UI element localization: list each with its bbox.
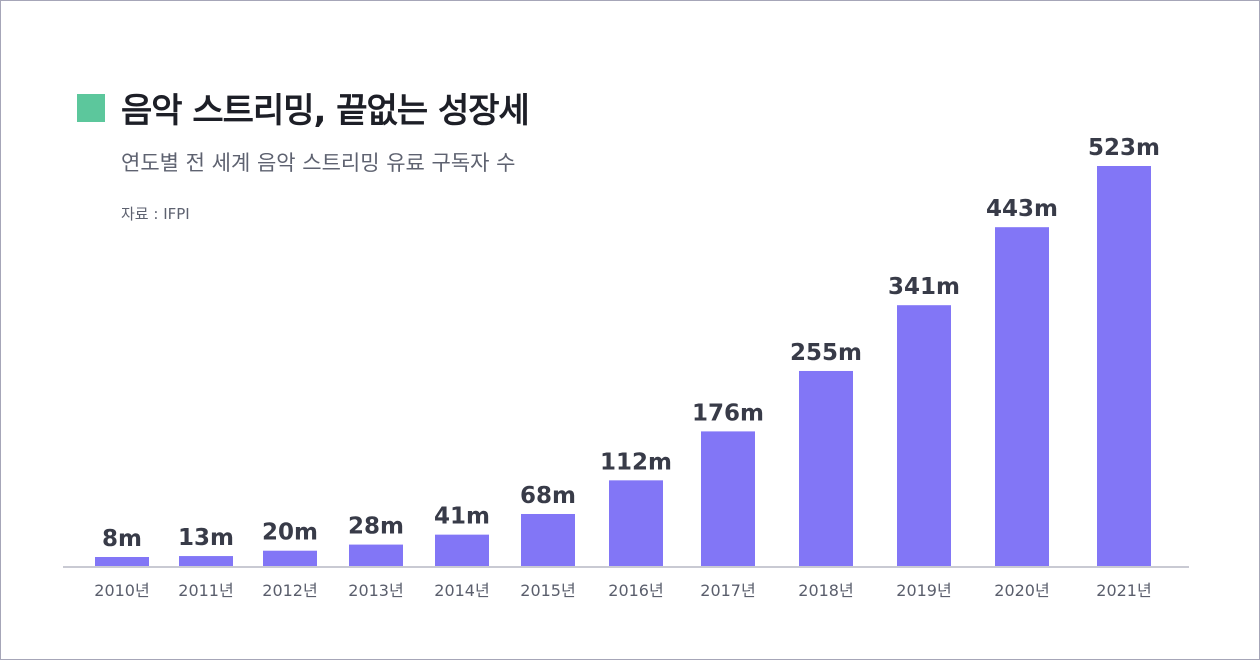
x-tick-label: 2011년 — [178, 581, 233, 600]
value-label: 176m — [692, 400, 764, 426]
bar-2018년 — [799, 370, 853, 566]
bar-2021년 — [1097, 166, 1151, 566]
value-label: 443m — [986, 196, 1058, 222]
value-label: 41m — [434, 504, 490, 530]
title-row: 음악 스트리밍, 끝없는 성장세 — [77, 83, 530, 132]
value-label: 68m — [520, 483, 576, 509]
x-tick-label: 2012년 — [262, 581, 317, 600]
x-tick-label: 2019년 — [896, 581, 951, 600]
bar-2012년 — [263, 550, 317, 566]
tick-labels-group: 2010년 2011년 2012년 2013년 2014년 2015년 2016년 2017년… — [94, 581, 1151, 600]
x-tick-label: 2015년 — [520, 581, 575, 600]
x-tick-label: 2013년 — [348, 581, 403, 600]
value-label: 341m — [888, 274, 960, 300]
bar-2020년 — [995, 227, 1049, 566]
bars-group — [95, 166, 1151, 566]
x-tick-label: 2020년 — [994, 581, 1049, 600]
x-tick-label: 2018년 — [798, 581, 853, 600]
bar-2010년 — [95, 557, 149, 566]
value-label: 112m — [600, 449, 672, 475]
value-label: 20m — [262, 520, 318, 546]
x-tick-label: 2014년 — [434, 581, 489, 600]
bar-2017년 — [701, 431, 755, 566]
bar-2019년 — [897, 305, 951, 566]
chart-source: 자료 : IFPI — [121, 205, 190, 223]
value-labels-group: 8m 13m 20m 28m 41m 68m 112m 176m 255m 341m 443m 523… — [102, 135, 1160, 552]
value-label: 255m — [790, 340, 862, 366]
value-label: 523m — [1088, 135, 1160, 161]
value-label: 8m — [102, 526, 142, 552]
value-label: 13m — [178, 525, 234, 551]
x-tick-label: 2010년 — [94, 581, 149, 600]
bar-2016년 — [609, 480, 663, 566]
title-marker — [77, 93, 105, 122]
x-tick-label: 2021년 — [1096, 581, 1151, 600]
chart-title: 음악 스트리밍, 끝없는 성장세 — [121, 91, 530, 131]
x-tick-label: 2016년 — [608, 581, 663, 600]
value-label: 28m — [348, 514, 404, 540]
bar-2013년 — [349, 544, 403, 566]
bar-2015년 — [521, 513, 575, 566]
chart-subtitle: 연도별 전 세계 음악 스트리밍 유료 구독자 수 — [121, 151, 516, 175]
x-tick-label: 2017년 — [700, 581, 755, 600]
bar-2014년 — [435, 534, 489, 566]
bar-2011년 — [179, 556, 233, 566]
